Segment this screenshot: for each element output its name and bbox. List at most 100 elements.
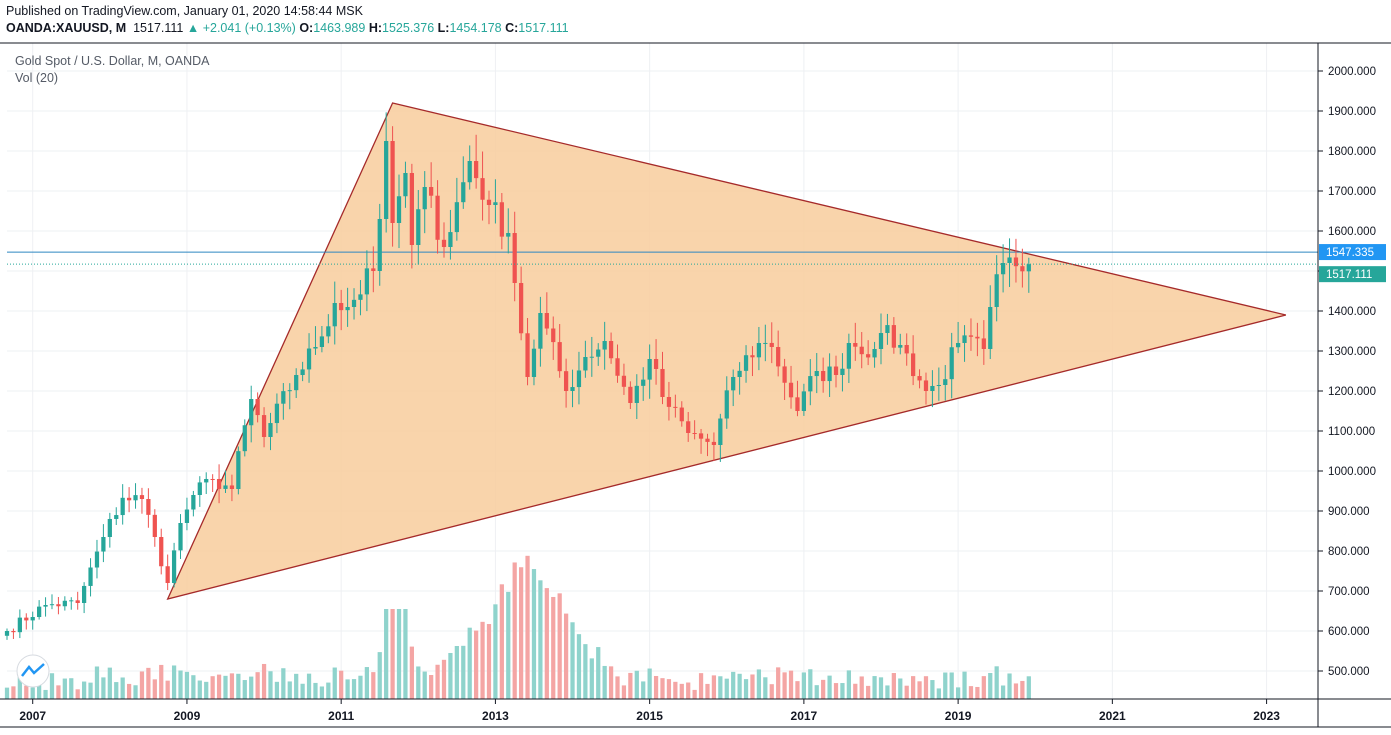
volume-bar bbox=[396, 609, 402, 699]
candle-body bbox=[634, 385, 639, 403]
candle bbox=[204, 472, 209, 494]
volume-bar bbox=[968, 686, 974, 699]
candle bbox=[705, 433, 710, 457]
candle bbox=[763, 324, 768, 362]
price-tick-label: 1800.000 bbox=[1328, 146, 1376, 158]
price-axis[interactable]: 500.000 600.000 700.000 800.000 900.000 1000.… bbox=[1318, 66, 1376, 678]
candle-body bbox=[197, 482, 202, 495]
candle bbox=[936, 367, 941, 401]
candle-body bbox=[159, 537, 164, 567]
candle bbox=[878, 313, 884, 365]
volume-bar bbox=[126, 683, 132, 699]
volume-bar bbox=[480, 621, 485, 699]
volume-bar bbox=[853, 683, 858, 699]
candle bbox=[197, 476, 202, 507]
volume-bar bbox=[737, 673, 742, 699]
volume-bar bbox=[795, 681, 800, 699]
candle bbox=[171, 542, 177, 588]
candle-body bbox=[750, 355, 755, 358]
candle bbox=[165, 554, 170, 591]
candle bbox=[429, 162, 434, 208]
volume-bar bbox=[255, 672, 260, 699]
candle-body bbox=[718, 418, 723, 445]
price-tick-label: 2000.000 bbox=[1328, 66, 1376, 78]
price-tick-label: 500.000 bbox=[1328, 666, 1370, 678]
volume-bar bbox=[216, 674, 222, 699]
candle-body bbox=[480, 178, 485, 200]
volume-bar bbox=[962, 671, 967, 699]
candle-body bbox=[191, 495, 196, 510]
candle bbox=[576, 351, 582, 405]
candle bbox=[981, 320, 986, 365]
candle-body bbox=[885, 325, 890, 333]
candle bbox=[853, 322, 858, 361]
candle bbox=[486, 190, 492, 225]
volume-bar bbox=[1013, 683, 1019, 699]
volume-bar bbox=[1000, 685, 1006, 699]
change-value: ▲ +2.041 (+0.13%) bbox=[186, 21, 296, 35]
candle bbox=[56, 597, 61, 615]
volume-bars bbox=[4, 555, 1031, 699]
candle-body bbox=[390, 141, 395, 223]
candle-body bbox=[615, 358, 620, 376]
volume-bar bbox=[583, 644, 588, 699]
volume-bar bbox=[866, 685, 871, 699]
candle-body bbox=[949, 347, 954, 380]
triangle-pattern[interactable] bbox=[166, 102, 1287, 600]
candle-body bbox=[300, 369, 305, 375]
volume-bar bbox=[422, 671, 427, 699]
candle-body bbox=[576, 370, 582, 388]
volume-bar bbox=[846, 670, 851, 699]
candle bbox=[120, 484, 125, 525]
candle-body bbox=[981, 338, 986, 349]
low-value: 1454.178 bbox=[449, 21, 502, 35]
candle bbox=[949, 332, 954, 399]
candle bbox=[698, 428, 704, 454]
last-price-label: 1517.111 bbox=[1326, 269, 1372, 281]
volume-bar bbox=[133, 685, 138, 699]
candle bbox=[808, 359, 813, 406]
candle-body bbox=[274, 403, 280, 424]
volume-bar bbox=[634, 670, 639, 699]
volume-bar bbox=[782, 672, 787, 699]
candle-body bbox=[866, 354, 871, 358]
candle bbox=[364, 250, 370, 312]
candle bbox=[461, 156, 466, 209]
candle-body bbox=[17, 617, 22, 633]
candle-body bbox=[49, 604, 55, 606]
candle bbox=[403, 161, 408, 208]
candle bbox=[101, 524, 106, 563]
volume-bar bbox=[724, 678, 729, 699]
candle bbox=[480, 151, 485, 221]
candle-body bbox=[409, 173, 414, 245]
candle-body bbox=[345, 307, 350, 311]
volume-bar bbox=[698, 673, 704, 699]
candle bbox=[589, 336, 594, 377]
candle-body bbox=[107, 518, 112, 537]
candle-body bbox=[698, 433, 704, 439]
candle bbox=[43, 597, 48, 617]
volume-bar bbox=[384, 609, 389, 699]
candle bbox=[737, 362, 742, 395]
candle bbox=[306, 333, 312, 383]
candle-body bbox=[705, 438, 710, 442]
candle-body bbox=[493, 202, 498, 205]
candle bbox=[994, 255, 999, 322]
volume-bar bbox=[486, 624, 492, 699]
candle-body bbox=[724, 390, 729, 419]
close-label: C: bbox=[505, 21, 519, 35]
time-axis[interactable]: 2007 2009 2011 2013 2015 2017 2019 2021 2023 bbox=[19, 699, 1280, 723]
candle bbox=[384, 112, 389, 233]
volume-bar bbox=[197, 680, 202, 699]
candle bbox=[4, 628, 10, 640]
candle-body bbox=[236, 451, 241, 489]
volume-bar bbox=[923, 676, 929, 699]
volume-bar bbox=[821, 679, 826, 699]
tradingview-logo-icon[interactable] bbox=[16, 654, 50, 688]
candle-body bbox=[56, 604, 61, 607]
candle-body bbox=[570, 387, 575, 391]
candle bbox=[647, 344, 652, 399]
candle-body bbox=[647, 359, 652, 380]
volume-bar bbox=[281, 668, 286, 699]
